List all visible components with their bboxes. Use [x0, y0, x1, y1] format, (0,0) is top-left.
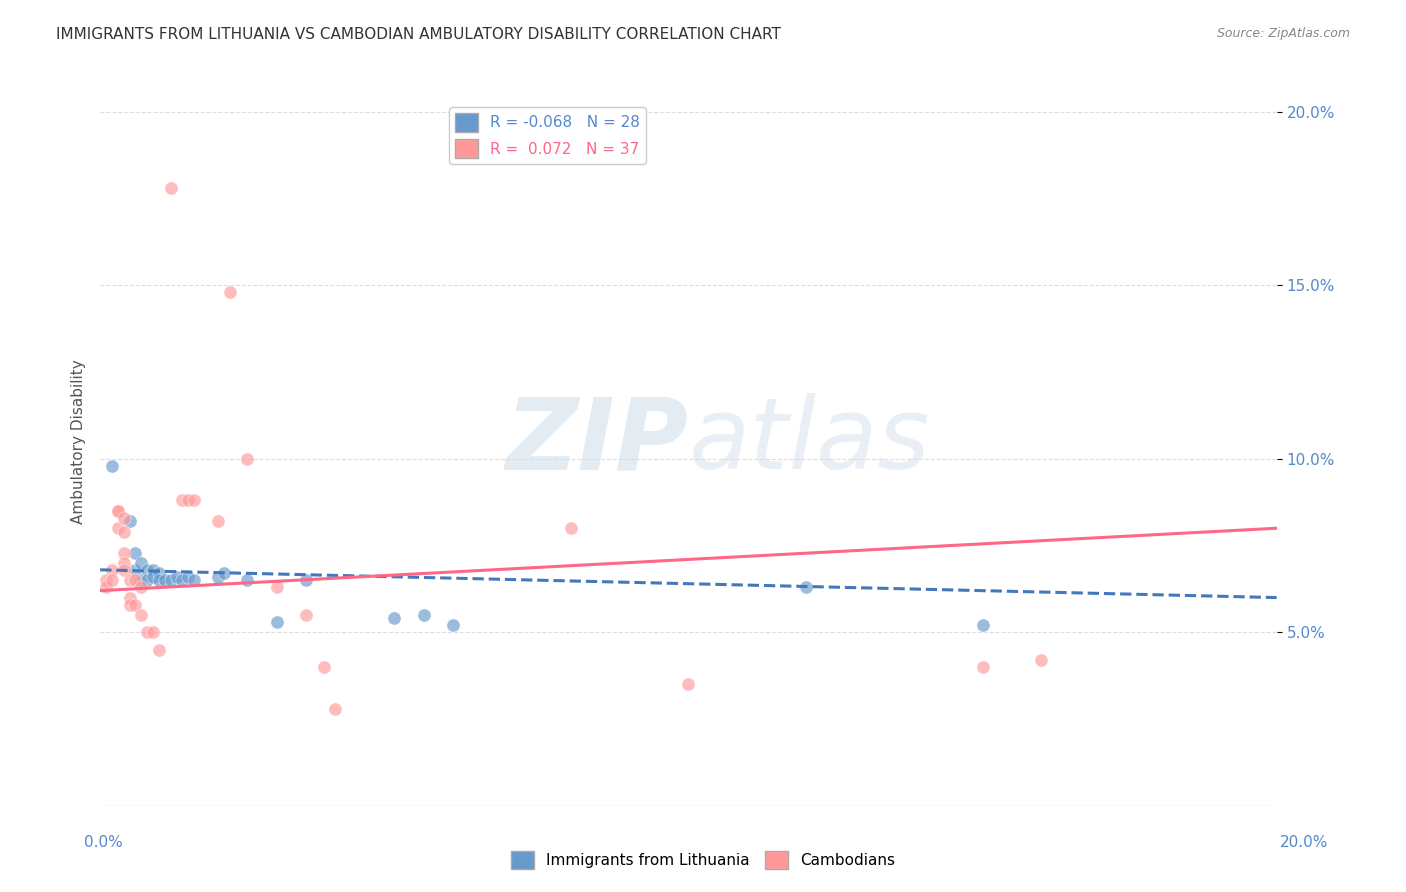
Point — [183, 573, 205, 587]
Point — [266, 615, 288, 629]
Point — [412, 607, 434, 622]
Point — [325, 701, 347, 715]
Text: IMMIGRANTS FROM LITHUANIA VS CAMBODIAN AMBULATORY DISABILITY CORRELATION CHART: IMMIGRANTS FROM LITHUANIA VS CAMBODIAN A… — [56, 27, 782, 42]
Point — [153, 573, 176, 587]
Point — [678, 677, 700, 691]
Point — [124, 598, 146, 612]
Point — [136, 573, 159, 587]
Text: 0.0%: 0.0% — [84, 836, 124, 850]
Point — [124, 573, 146, 587]
Point — [794, 580, 817, 594]
Legend: R = -0.068   N = 28, R =  0.072   N = 37: R = -0.068 N = 28, R = 0.072 N = 37 — [449, 107, 645, 164]
Point — [131, 556, 153, 570]
Point — [207, 514, 229, 528]
Point — [136, 563, 159, 577]
Text: atlas: atlas — [689, 393, 929, 490]
Point — [972, 660, 994, 674]
Point — [172, 493, 194, 508]
Point — [382, 611, 405, 625]
Point — [112, 511, 135, 525]
Point — [177, 493, 200, 508]
Point — [107, 504, 129, 518]
Point — [441, 618, 464, 632]
Point — [212, 566, 235, 581]
Point — [107, 504, 129, 518]
Point — [112, 556, 135, 570]
Point — [312, 660, 335, 674]
Point — [142, 563, 165, 577]
Point — [560, 521, 582, 535]
Point — [207, 570, 229, 584]
Text: Source: ZipAtlas.com: Source: ZipAtlas.com — [1216, 27, 1350, 40]
Point — [101, 563, 124, 577]
Point — [131, 573, 153, 587]
Point — [972, 618, 994, 632]
Point — [118, 514, 141, 528]
Point — [177, 570, 200, 584]
Y-axis label: Ambulatory Disability: Ambulatory Disability — [72, 359, 86, 524]
Point — [124, 563, 146, 577]
Point — [112, 545, 135, 559]
Point — [159, 573, 181, 587]
Point — [94, 580, 117, 594]
Legend: Immigrants from Lithuania, Cambodians: Immigrants from Lithuania, Cambodians — [505, 845, 901, 875]
Point — [266, 580, 288, 594]
Point — [107, 521, 129, 535]
Point — [1031, 653, 1053, 667]
Point — [124, 545, 146, 559]
Point — [148, 566, 170, 581]
Text: 20.0%: 20.0% — [1281, 836, 1329, 850]
Point — [159, 181, 181, 195]
Point — [142, 570, 165, 584]
Text: ZIP: ZIP — [505, 393, 689, 490]
Point — [183, 493, 205, 508]
Point — [142, 625, 165, 640]
Point — [101, 458, 124, 473]
Point — [112, 563, 135, 577]
Point — [101, 573, 124, 587]
Point — [295, 573, 318, 587]
Point — [131, 580, 153, 594]
Point — [236, 451, 259, 466]
Point — [172, 573, 194, 587]
Point — [118, 573, 141, 587]
Point — [148, 573, 170, 587]
Point — [131, 607, 153, 622]
Point — [118, 591, 141, 605]
Point — [218, 285, 240, 300]
Point — [118, 598, 141, 612]
Point — [236, 573, 259, 587]
Point — [112, 524, 135, 539]
Point — [136, 625, 159, 640]
Point — [94, 573, 117, 587]
Point — [166, 570, 188, 584]
Point — [295, 607, 318, 622]
Point — [148, 642, 170, 657]
